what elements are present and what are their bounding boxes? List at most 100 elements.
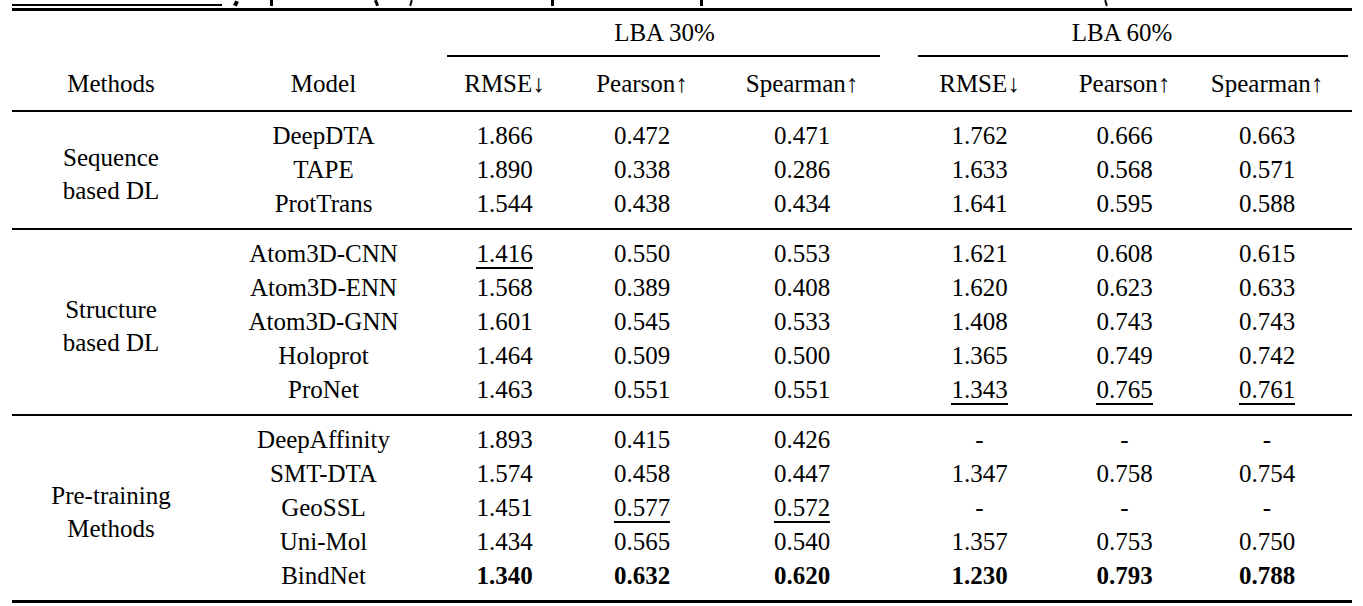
metric-value-cell: 0.550 (572, 229, 712, 271)
table-row: Uni-Mol1.4340.5650.5401.3570.7530.750 (12, 525, 1352, 559)
table-row: GeoSSL1.4510.5770.572--- (12, 491, 1352, 525)
caption-glyph-fragment (1104, 0, 1108, 6)
metric-value-cell: 1.365 (892, 339, 1067, 373)
table-row: Atom3D-ENN1.5680.3890.4081.6200.6230.633 (12, 271, 1352, 305)
metric-value-cell: 0.571 (1182, 153, 1352, 187)
span-header-row: LBA 30% LBA 60% (12, 10, 1352, 58)
span-header-spacer (12, 10, 437, 58)
metric-value-cell: 1.890 (437, 153, 572, 187)
metric-value-cell: 1.544 (437, 187, 572, 229)
metric-value-cell: 0.426 (712, 415, 892, 457)
underlined-value: 0.765 (1096, 376, 1152, 405)
caption-glyph-fragment (551, 0, 554, 6)
metric-value-cell: 0.553 (712, 229, 892, 271)
table-row: Sequence based DLDeepDTA1.8660.4720.4711… (12, 111, 1352, 153)
metric-value-cell: 0.663 (1182, 111, 1352, 153)
col-header-pearson-30: Pearson↑ (572, 57, 712, 111)
model-name-cell: Uni-Mol (210, 525, 437, 559)
metric-value-cell: 0.620 (712, 559, 892, 602)
metric-value-cell: 0.633 (1182, 271, 1352, 305)
model-name-cell: DeepAffinity (210, 415, 437, 457)
metric-value-cell: 0.458 (572, 457, 712, 491)
metric-value-cell: 1.762 (892, 111, 1067, 153)
metric-value-cell: 0.472 (572, 111, 712, 153)
model-name-cell: Atom3D-CNN (210, 229, 437, 271)
metric-value-cell: 0.588 (1182, 187, 1352, 229)
table-row: Holoprot1.4640.5090.5001.3650.7490.742 (12, 339, 1352, 373)
metric-value-cell: 1.347 (892, 457, 1067, 491)
metric-value-cell: 0.632 (572, 559, 712, 602)
metric-value-cell: 1.633 (892, 153, 1067, 187)
span-header-lba-30: LBA 30% (437, 10, 892, 58)
lba-60-label: LBA 60% (892, 11, 1352, 54)
metric-value-cell: 0.743 (1182, 305, 1352, 339)
metric-value-cell: - (1182, 415, 1352, 457)
metric-value-cell: 0.743 (1067, 305, 1182, 339)
table-row: SMT-DTA1.5740.4580.4471.3470.7580.754 (12, 457, 1352, 491)
metric-value-cell: 0.551 (712, 373, 892, 415)
model-name-cell: BindNet (210, 559, 437, 602)
table-row: ProNet1.4630.5510.5511.3430.7650.761 (12, 373, 1352, 415)
metric-value-cell: 0.540 (712, 525, 892, 559)
model-name-cell: ProNet (210, 373, 437, 415)
metric-value-cell: 0.666 (1067, 111, 1182, 153)
metric-value-cell: 1.434 (437, 525, 572, 559)
col-header-model: Model (210, 57, 437, 111)
metric-value-cell: 0.761 (1182, 373, 1352, 415)
metric-value-cell: 0.389 (572, 271, 712, 305)
method-group-1: Sequence based DLDeepDTA1.8660.4720.4711… (12, 111, 1352, 229)
col-header-spearman-60: Spearman↑ (1182, 57, 1352, 111)
metric-value-cell: 0.568 (1067, 153, 1182, 187)
method-group-label: Structure based DL (12, 229, 210, 415)
col-header-rmse-60: RMSE↓ (892, 57, 1067, 111)
table-header: LBA 30% LBA 60% Methods Model RMSE↓ Pear… (12, 10, 1352, 112)
caption-glyph-fragment (409, 0, 413, 6)
caption-glyph-fragment (700, 0, 703, 6)
caption-underline-fragment (12, 4, 222, 6)
metric-value-cell: 0.788 (1182, 559, 1352, 602)
method-group-label: Sequence based DL (12, 111, 210, 229)
column-header-row: Methods Model RMSE↓ Pearson↑ Spearman↑ R… (12, 57, 1352, 111)
table-row: BindNet1.3400.6320.6201.2300.7930.788 (12, 559, 1352, 602)
metric-value-cell: - (1182, 491, 1352, 525)
underlined-value: 1.343 (951, 376, 1007, 405)
metric-value-cell: 0.623 (1067, 271, 1182, 305)
metric-value-cell: 0.742 (1182, 339, 1352, 373)
metric-value-cell: - (1067, 491, 1182, 525)
metric-value-cell: 0.545 (572, 305, 712, 339)
method-group-2: Structure based DLAtom3D-CNN1.4160.5500.… (12, 229, 1352, 415)
model-name-cell: TAPE (210, 153, 437, 187)
metric-value-cell: - (1067, 415, 1182, 457)
method-group-3: Pre-training MethodsDeepAffinity1.8930.4… (12, 415, 1352, 602)
metric-value-cell: 0.758 (1067, 457, 1182, 491)
model-name-cell: Holoprot (210, 339, 437, 373)
lba-30-label: LBA 30% (437, 11, 892, 54)
underlined-value: 1.416 (476, 240, 532, 269)
model-name-cell: ProtTrans (210, 187, 437, 229)
metric-value-cell: 0.551 (572, 373, 712, 415)
metric-value-cell: 1.416 (437, 229, 572, 271)
metric-value-cell: 0.415 (572, 415, 712, 457)
metric-value-cell: 0.765 (1067, 373, 1182, 415)
metric-value-cell: 0.749 (1067, 339, 1182, 373)
metric-value-cell: 1.568 (437, 271, 572, 305)
metric-value-cell: 0.500 (712, 339, 892, 373)
metric-value-cell: 1.621 (892, 229, 1067, 271)
caption-glyph-fragment (374, 0, 379, 6)
metric-value-cell: 1.451 (437, 491, 572, 525)
underlined-value: 0.761 (1239, 376, 1295, 405)
table-row: Pre-training MethodsDeepAffinity1.8930.4… (12, 415, 1352, 457)
metric-value-cell: 1.601 (437, 305, 572, 339)
underlined-value: 0.577 (614, 494, 670, 523)
metric-value-cell: 0.754 (1182, 457, 1352, 491)
caption-glyph-fragment (233, 0, 239, 6)
col-header-pearson-60: Pearson↑ (1067, 57, 1182, 111)
results-table: LBA 30% LBA 60% Methods Model RMSE↓ Pear… (12, 8, 1352, 603)
table-row: Atom3D-GNN1.6010.5450.5331.4080.7430.743 (12, 305, 1352, 339)
metric-value-cell: 0.533 (712, 305, 892, 339)
span-header-lba-60: LBA 60% (892, 10, 1352, 58)
model-name-cell: Atom3D-ENN (210, 271, 437, 305)
metric-value-cell: 1.574 (437, 457, 572, 491)
metric-value-cell: 0.595 (1067, 187, 1182, 229)
metric-value-cell: 0.471 (712, 111, 892, 153)
